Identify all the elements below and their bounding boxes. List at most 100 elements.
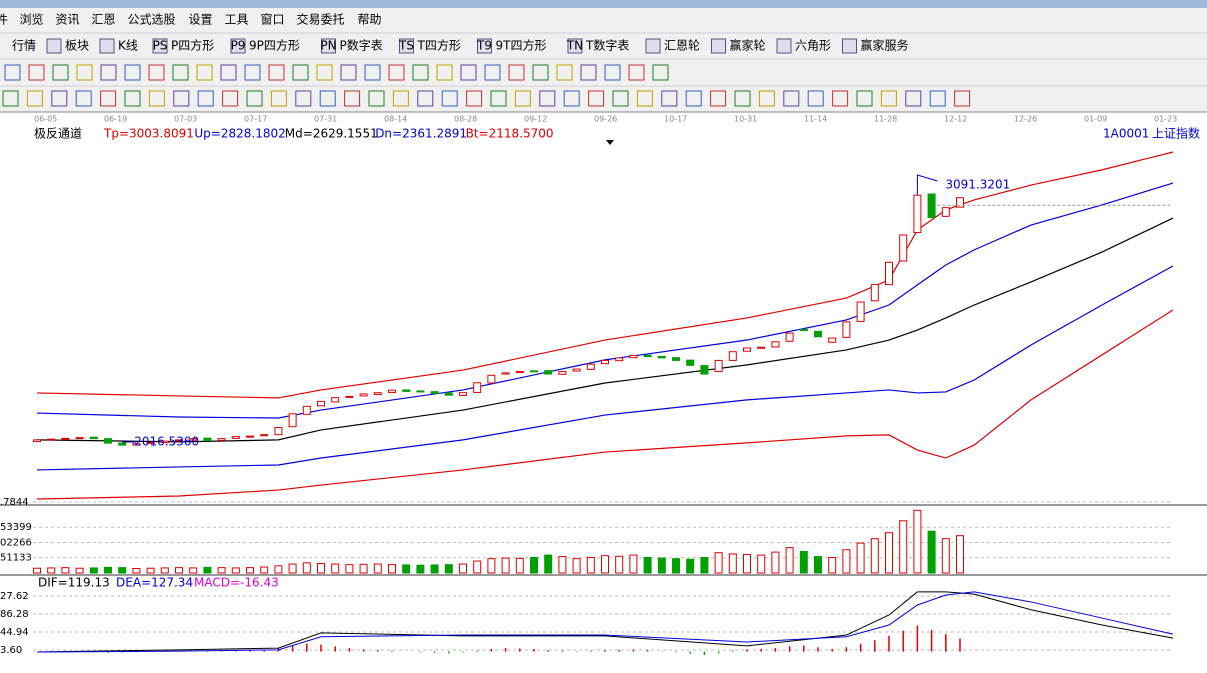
toolbar-icon[interactable] [76, 64, 93, 81]
toolbar-icon[interactable] [399, 38, 414, 54]
toolbar-label[interactable]: P数字表 [340, 38, 383, 53]
toolbar-icon[interactable] [842, 38, 857, 54]
toolbar-icon[interactable] [539, 90, 556, 107]
toolbar-icon[interactable] [268, 64, 285, 81]
menu-item[interactable]: 资讯 [56, 13, 80, 27]
toolbar-label[interactable]: T四方形 [417, 38, 461, 53]
toolbar-icon[interactable] [776, 38, 792, 54]
toolbar-icon[interactable] [563, 90, 580, 107]
menu-item[interactable]: 公式选股 [128, 13, 176, 27]
toolbar-icon[interactable] [75, 90, 92, 107]
toolbar-icon[interactable] [28, 64, 45, 81]
toolbar-icon[interactable] [340, 64, 357, 81]
toolbar-icon[interactable] [100, 64, 117, 81]
toolbar-icon[interactable] [196, 64, 213, 81]
menu-item[interactable]: 汇恩 [92, 13, 116, 27]
toolbar-icon[interactable] [929, 90, 946, 107]
toolbar-icon[interactable] [4, 64, 21, 81]
toolbar-icon[interactable] [344, 90, 361, 107]
toolbar-icon[interactable] [905, 90, 922, 107]
toolbar-icon[interactable] [99, 38, 115, 54]
toolbar-icon[interactable] [319, 90, 336, 107]
toolbar-icon[interactable] [758, 90, 775, 107]
toolbar-icon[interactable] [628, 64, 645, 81]
toolbar-icon[interactable] [412, 64, 429, 81]
menu-item[interactable]: 工具 [225, 13, 249, 27]
toolbar-icon[interactable] [295, 90, 312, 107]
toolbar-icon[interactable] [148, 90, 165, 107]
toolbar-icon[interactable] [172, 64, 189, 81]
toolbar-icon[interactable] [652, 64, 669, 81]
toolbar-icon[interactable] [710, 90, 727, 107]
toolbar-icon[interactable] [436, 64, 453, 81]
toolbar-icon[interactable] [441, 90, 458, 107]
menu-item[interactable]: 交易委托 [297, 12, 345, 27]
toolbar-label[interactable]: 9T四方形 [496, 38, 547, 53]
toolbar-icon[interactable] [46, 38, 62, 54]
toolbar-icon[interactable] [292, 64, 309, 81]
toolbar-icon[interactable] [197, 90, 214, 107]
toolbar-icon[interactable] [100, 90, 117, 107]
toolbar-icon[interactable] [508, 64, 525, 81]
toolbar-icon[interactable] [173, 90, 190, 107]
toolbar-label[interactable]: T数字表 [585, 38, 629, 53]
toolbar-icon[interactable] [392, 90, 409, 107]
toolbar-icon[interactable] [636, 90, 653, 107]
toolbar-icon[interactable] [148, 64, 165, 81]
toolbar-icon[interactable] [52, 64, 69, 81]
toolbar-icon[interactable] [26, 90, 43, 107]
toolbar-label[interactable]: 赢家服务 [861, 38, 909, 53]
toolbar-icon[interactable] [645, 38, 661, 54]
toolbar-icon[interactable] [567, 38, 583, 54]
toolbar-icon[interactable] [230, 38, 246, 54]
menu-item[interactable]: 设置 [189, 13, 213, 27]
toolbar-label[interactable]: 板块 [65, 39, 89, 53]
toolbar-icon[interactable] [588, 90, 605, 107]
toolbar-label[interactable]: 行情 [12, 39, 36, 53]
toolbar-label[interactable]: 赢家轮 [730, 38, 766, 53]
menu-item[interactable]: 窗口 [261, 13, 285, 27]
toolbar-label[interactable]: 9P四方形 [249, 38, 300, 53]
toolbar-label[interactable]: 汇恩轮 [664, 39, 700, 53]
toolbar-icon[interactable] [220, 64, 237, 81]
toolbar-icon[interactable] [321, 38, 336, 54]
toolbar-label[interactable]: P四方形 [171, 38, 214, 53]
toolbar-icon[interactable] [51, 90, 68, 107]
toolbar-icon[interactable] [244, 64, 261, 81]
toolbar-icon[interactable] [368, 90, 385, 107]
toolbar-icon[interactable] [152, 38, 168, 54]
toolbar-icon[interactable] [880, 90, 897, 107]
toolbar-icon[interactable] [514, 90, 531, 107]
toolbar-icon[interactable] [270, 90, 287, 107]
toolbar-icon[interactable] [604, 64, 621, 81]
toolbar-icon[interactable] [316, 64, 333, 81]
toolbar-label[interactable]: K线 [118, 39, 138, 53]
toolbar-icon[interactable] [484, 64, 501, 81]
toolbar-icon[interactable] [2, 90, 19, 107]
toolbar-icon[interactable] [661, 90, 678, 107]
toolbar-icon[interactable] [222, 90, 239, 107]
menu-item[interactable]: 件 [0, 13, 8, 27]
toolbar-icon[interactable] [246, 90, 263, 107]
toolbar-icon[interactable] [556, 64, 573, 81]
toolbar-icon[interactable] [734, 90, 751, 107]
toolbar-icon[interactable] [711, 38, 726, 54]
toolbar-icon[interactable] [460, 64, 477, 81]
toolbar-icon[interactable] [783, 90, 800, 107]
toolbar-icon[interactable] [124, 64, 141, 81]
toolbar-icon[interactable] [364, 64, 381, 81]
toolbar-icon[interactable] [832, 90, 849, 107]
toolbar-label[interactable]: 六角形 [795, 39, 831, 53]
toolbar-icon[interactable] [807, 90, 824, 107]
toolbar-icon[interactable] [388, 64, 405, 81]
menu-item[interactable]: 帮助 [358, 13, 382, 27]
toolbar-icon[interactable] [532, 64, 549, 81]
toolbar-icon[interactable] [466, 90, 483, 107]
toolbar-icon[interactable] [856, 90, 873, 107]
toolbar-icon[interactable] [417, 90, 434, 107]
menu-item[interactable]: 浏览 [20, 12, 44, 27]
toolbar-icon[interactable] [580, 64, 597, 81]
toolbar-icon[interactable] [477, 38, 492, 54]
toolbar-icon[interactable] [124, 90, 141, 107]
toolbar-icon[interactable] [954, 90, 971, 107]
